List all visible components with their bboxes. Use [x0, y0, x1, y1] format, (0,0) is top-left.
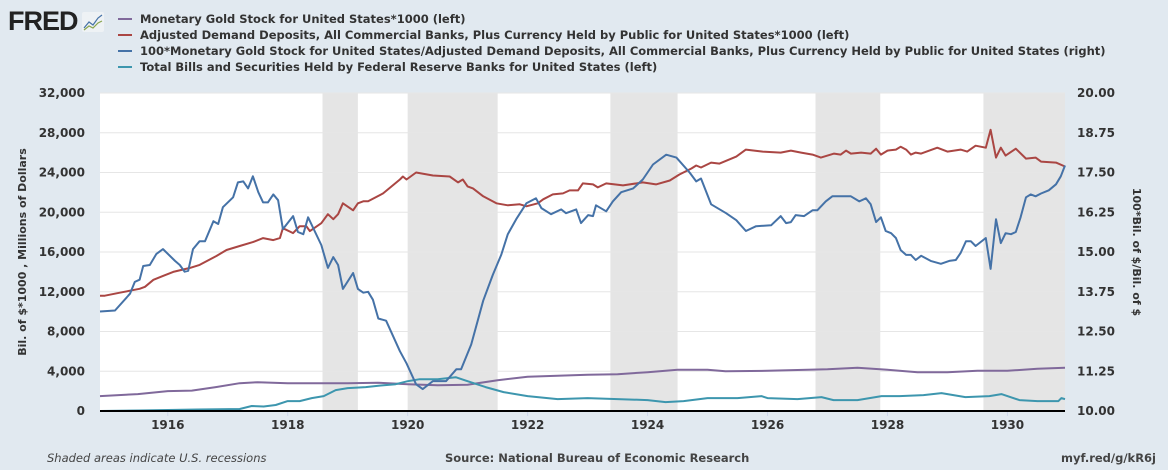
y-tick-label-left: 0	[77, 404, 85, 418]
legend-item-gold-stock[interactable]: Monetary Gold Stock for United States*10…	[118, 11, 1106, 27]
legend-swatch	[118, 34, 132, 36]
recession-note: Shaded areas indicate U.S. recessions	[47, 451, 267, 465]
y-tick-label-left: 8,000	[47, 325, 85, 339]
x-tick-label: 1922	[511, 418, 544, 432]
series-line-bills-securities	[99, 376, 1066, 412]
legend-label: 100*Monetary Gold Stock for United State…	[140, 44, 1106, 58]
y-axis-title-left: Bil. of $*1000 , Millions of Dollars	[16, 148, 29, 356]
y-tick-label-right: 10.00	[1077, 404, 1115, 418]
y-tick-label-left: 16,000	[39, 245, 85, 259]
legend-label: Adjusted Demand Deposits, All Commercial…	[140, 28, 850, 42]
series-line-gold-stock	[99, 366, 1066, 398]
x-tick-label: 1924	[631, 418, 664, 432]
y-tick-label-left: 24,000	[39, 166, 85, 180]
y-tick-label-right: 15.00	[1077, 245, 1115, 259]
legend-label: Monetary Gold Stock for United States*10…	[140, 12, 466, 26]
y-tick-label-right: 17.50	[1077, 166, 1115, 180]
x-tick-label: 1916	[151, 418, 184, 432]
y-tick-label-right: 12.50	[1077, 325, 1115, 339]
legend-swatch	[118, 66, 132, 68]
short-link[interactable]: myf.red/g/kR6j	[1060, 451, 1156, 465]
x-tick-label: 1928	[871, 418, 904, 432]
legend-swatch	[118, 18, 132, 20]
y-tick-label-right: 11.25	[1077, 364, 1115, 378]
y-axis-title-right: 100*Bil. of $/Bil. of $	[1130, 188, 1143, 316]
y-tick-label-right: 18.75	[1077, 126, 1115, 140]
y-tick-label-left: 32,000	[39, 86, 85, 100]
y-tick-label-left: 4,000	[47, 364, 85, 378]
legend-label: Total Bills and Securities Held by Feder…	[140, 60, 658, 74]
x-tick-label: 1930	[991, 418, 1024, 432]
legend-item-gold-ratio[interactable]: 100*Monetary Gold Stock for United State…	[118, 43, 1106, 59]
fred-logo[interactable]: FRED	[8, 6, 104, 37]
legend-swatch	[118, 50, 132, 52]
y-tick-label-left: 12,000	[39, 285, 85, 299]
legend-item-demand-deposits[interactable]: Adjusted Demand Deposits, All Commercial…	[118, 27, 1106, 43]
logo-text: FRED	[8, 6, 78, 36]
y-tick-label-right: 16.25	[1077, 205, 1115, 219]
series-line-gold-ratio	[99, 153, 1066, 391]
legend-item-bills-securities[interactable]: Total Bills and Securities Held by Feder…	[118, 59, 1106, 75]
y-tick-label-right: 20.00	[1077, 86, 1115, 100]
x-tick-label: 1920	[391, 418, 424, 432]
y-tick-label-left: 20,000	[39, 205, 85, 219]
x-tick-label: 1926	[751, 418, 784, 432]
source-note: Source: National Bureau of Economic Rese…	[445, 451, 750, 465]
chart-legend: Monetary Gold Stock for United States*10…	[118, 11, 1106, 75]
y-tick-label-left: 28,000	[39, 126, 85, 140]
x-tick-label: 1918	[271, 418, 304, 432]
series-line-demand-deposits	[100, 128, 1066, 297]
chart-line-icon	[81, 11, 104, 32]
y-tick-label-right: 13.75	[1077, 285, 1115, 299]
